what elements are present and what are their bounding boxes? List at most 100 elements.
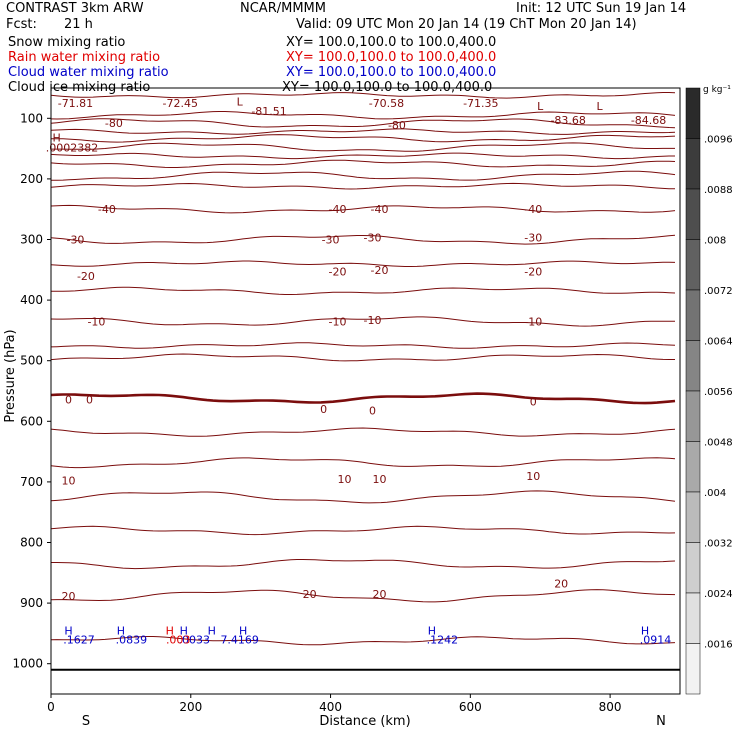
cloud-water-label: .1627	[63, 633, 95, 646]
contour-lines	[50, 92, 680, 671]
contour-line	[50, 316, 676, 327]
colorbar-swatch	[685, 592, 701, 644]
colorbar-label: .0056	[704, 387, 733, 398]
colorbar-swatch	[685, 289, 701, 341]
y-tick-label: 700	[20, 475, 43, 489]
contour-label: -30	[524, 232, 542, 245]
contour-label: -10	[364, 314, 382, 327]
contour-label: -30	[364, 232, 382, 245]
contour-label: -80	[105, 117, 123, 130]
y-tick-label: 300	[20, 233, 43, 247]
contour-label: -40	[524, 203, 542, 216]
contour-label: 0	[369, 404, 376, 417]
y-axis-label: Pressure (hPa)	[3, 329, 18, 422]
contour-label: -20	[524, 266, 542, 279]
cloud-water-label: H	[180, 624, 188, 637]
contour-label: 20	[554, 578, 568, 591]
colorbar-unit: g kg⁻¹	[703, 85, 731, 95]
cloud-water-label: 7.4169	[220, 633, 259, 646]
colorbar-label: .0024	[704, 589, 733, 600]
cloud-water-label: .0914	[640, 633, 672, 646]
contour-label: -30	[66, 234, 84, 247]
cloud-water-label: H	[64, 624, 72, 637]
colorbar-swatch	[685, 87, 701, 139]
contour-label: -10	[329, 315, 347, 328]
model-title: CONTRAST 3km ARW	[6, 1, 144, 16]
field-xy-cloud-water: XY= 100.0,100.0 to 100.0,400.0	[286, 65, 497, 80]
colorbar-swatch	[685, 188, 701, 240]
contour-label: -20	[77, 270, 95, 283]
x-tick-label: 200	[179, 700, 202, 714]
center-label: NCAR/MMMM	[240, 1, 326, 16]
colorbar-label: .004	[704, 488, 726, 499]
contour-label: 0	[86, 393, 93, 406]
contour-label: -20	[329, 266, 347, 279]
y-tick-label: 600	[20, 414, 43, 428]
south-label: S	[82, 714, 90, 729]
x-tick-label: 400	[319, 700, 342, 714]
contour-label: 10	[526, 470, 540, 483]
contour-line	[50, 353, 675, 362]
contour-line	[50, 118, 676, 129]
contour-line	[50, 589, 676, 603]
field-xy-snow: XY= 100.0,100.0 to 100.0,400.0	[286, 35, 497, 50]
init-time: Init: 12 UTC Sun 19 Jan 14	[516, 1, 687, 16]
contour-label: -72.45	[163, 97, 198, 110]
contour-label: 0	[65, 393, 72, 406]
contour-line	[50, 260, 676, 267]
colorbar-label: .0016	[704, 640, 733, 651]
y-tick-label: 200	[20, 172, 43, 186]
colorbar-swatch	[685, 491, 701, 543]
contour-label: -71.35	[463, 97, 498, 110]
colorbar-swatch	[685, 441, 701, 493]
contour-line	[50, 234, 676, 245]
cloud-water-label: H	[239, 624, 247, 637]
contour-label: L	[597, 100, 604, 113]
y-tick-label: 1000	[12, 657, 43, 671]
field-name-snow: Snow mixing ratio	[8, 35, 126, 50]
colorbar-swatch	[685, 340, 701, 392]
contour-label: -30	[322, 234, 340, 247]
forecast-label: Fcst:	[6, 17, 37, 32]
contour-label: 0	[530, 395, 537, 408]
y-tick-label: 900	[20, 596, 43, 610]
cloud-water-label: H	[117, 624, 125, 637]
x-tick-label: 800	[599, 700, 622, 714]
contour-line	[50, 152, 675, 160]
contour-label: .0002382	[46, 141, 99, 154]
contour-labels: -71.81 -72.45 L -81.51 -70.58 -71.35 L L -80 -80 -…	[46, 95, 672, 646]
contour-line	[51, 142, 675, 152]
plot-frame	[50, 87, 681, 695]
contour-label: -40	[329, 203, 347, 216]
contour-line	[51, 559, 676, 570]
cloud-water-label: H	[641, 624, 649, 637]
x-tick-label: 600	[459, 700, 482, 714]
zero-isotherm	[50, 392, 676, 405]
colorbar-label: .008	[704, 236, 726, 247]
contour-line	[50, 525, 676, 536]
contour-label: 10	[338, 473, 352, 486]
x-axis-label: Distance (km)	[319, 714, 410, 729]
contour-label: -40	[98, 203, 116, 216]
contour-line	[50, 286, 676, 295]
contour-line	[50, 427, 676, 437]
contour-label: -80	[388, 119, 406, 132]
colorbar-swatch	[685, 390, 701, 442]
contour-label: -40	[370, 203, 388, 216]
contour-label: -84.68	[631, 114, 666, 127]
colorbar-label: .0064	[704, 337, 733, 348]
contour-label: 20	[303, 588, 317, 601]
contour-line	[50, 204, 676, 214]
rain-label: H	[166, 624, 174, 637]
contour-label: -83.68	[550, 114, 585, 127]
contour-label: 20	[372, 588, 386, 601]
cloud-water-label: H	[428, 624, 436, 637]
field-xy-rain: XY= 100.0,100.0 to 100.0,400.0	[286, 50, 497, 65]
contour-line	[50, 92, 676, 99]
colorbar-label: .0032	[704, 539, 733, 550]
valid-time: Valid: 09 UTC Mon 20 Jan 14 (19 ChT Mon …	[296, 17, 637, 32]
contour-line	[50, 457, 676, 469]
cloud-water-label: .0033	[179, 633, 211, 646]
